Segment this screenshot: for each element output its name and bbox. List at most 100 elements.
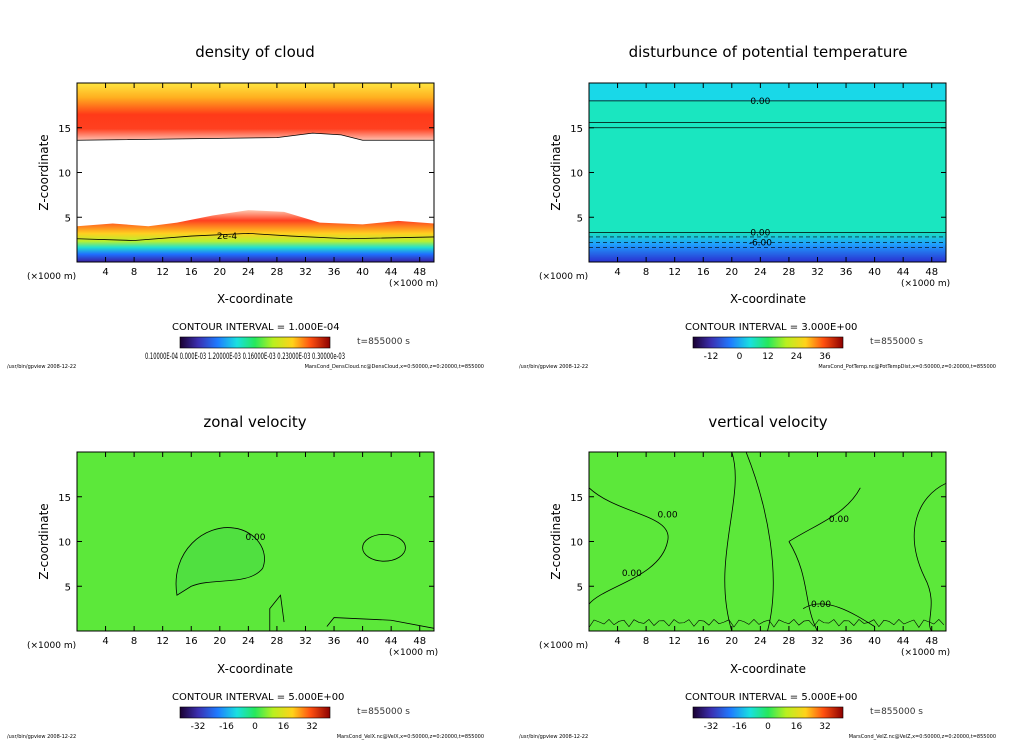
colorbar-tick-label: -16 [732, 722, 747, 732]
x-tick-label: 8 [643, 636, 649, 647]
field-background [589, 452, 946, 631]
contour-line [724, 451, 736, 632]
colorbar-tick-label: -32 [704, 722, 719, 732]
lower-cloud-band [77, 210, 434, 262]
contour-label: 0.00 [245, 533, 265, 543]
field-heatmap [588, 451, 947, 632]
colorbar-tick-label: -32 [191, 722, 206, 732]
x-tick-label: 48 [925, 636, 938, 647]
colorbar-tick-label: 0 [737, 352, 743, 362]
upper-layer [589, 83, 946, 101]
colorbar-tick-label: -16 [219, 722, 234, 732]
x-tick-label: 32 [811, 636, 824, 647]
colorbar-tick-label: 16 [278, 722, 290, 732]
y-tick-label: 5 [65, 582, 71, 593]
contour-label: 2e-4 [217, 232, 238, 242]
colorbar [179, 336, 331, 349]
x-unit-left: (×1000 m) [27, 272, 76, 282]
panel-2: disturbunce of potential temperature 0.00… [519, 43, 996, 370]
time-label: t=855000 s [357, 337, 410, 347]
footer-left: /usr/bin/gpview 2008-12-22 [519, 734, 588, 740]
x-tick-label: 48 [413, 636, 426, 647]
contour-line [588, 618, 945, 629]
colorbar-tick-label: 0.10000E-04 0.000E-03 1.20000E-03 0.1600… [145, 352, 345, 362]
y-tick-label: 5 [577, 213, 583, 224]
contour-line [326, 617, 435, 629]
x-tick-label: 28 [271, 636, 284, 647]
x-axis-label: X-coordinate [217, 292, 293, 306]
x-tick-label: 20 [213, 267, 226, 278]
x-tick-label: 44 [385, 267, 398, 278]
x-tick-label: 8 [131, 636, 137, 647]
x-tick-label: 4 [614, 636, 620, 647]
x-axis-label: X-coordinate [730, 292, 806, 306]
x-tick-label: 40 [868, 267, 881, 278]
x-axis-label: X-coordinate [730, 662, 806, 676]
contour-line [76, 132, 434, 141]
contour-line [913, 482, 947, 632]
contour-line [175, 527, 265, 596]
contour-interval-label: CONTOUR INTERVAL = 3.000E+00 [685, 322, 857, 333]
contour-label: -6.00 [749, 238, 773, 248]
x-tick-label: 40 [356, 267, 369, 278]
x-unit-right: (×1000 m) [901, 648, 950, 658]
field-heatmap [77, 452, 435, 631]
x-axis-label: X-coordinate [217, 662, 293, 676]
colorbar-tick-label: 0 [765, 722, 771, 732]
time-label: t=855000 s [870, 707, 923, 717]
contour-line [588, 487, 669, 605]
x-tick-label: 12 [156, 267, 169, 278]
contour-label: 0.00 [811, 600, 831, 610]
panel-title: zonal velocity [203, 413, 306, 431]
y-axis-label: Z-coordinate [37, 503, 51, 579]
x-tick-label: 4 [102, 267, 108, 278]
x-tick-label: 16 [697, 267, 710, 278]
x-tick-label: 44 [897, 267, 910, 278]
footer-left: /usr/bin/gpview 2008-12-22 [7, 734, 76, 740]
x-tick-label: 12 [156, 636, 169, 647]
x-tick-label: 48 [413, 267, 426, 278]
x-tick-label: 40 [356, 636, 369, 647]
x-tick-label: 36 [328, 267, 341, 278]
x-tick-label: 20 [213, 636, 226, 647]
x-tick-label: 16 [185, 267, 198, 278]
colorbar-tick-label: 32 [819, 722, 830, 732]
y-tick-label: 15 [58, 124, 71, 135]
contour-line [362, 533, 406, 562]
x-tick-label: 28 [783, 267, 796, 278]
contour-line [788, 487, 861, 542]
y-tick-label: 15 [58, 493, 71, 504]
y-tick-label: 15 [570, 493, 583, 504]
lower-layer [589, 232, 946, 262]
y-tick-label: 10 [58, 169, 71, 180]
y-axis-label: Z-coordinate [549, 134, 563, 210]
contour-line [745, 451, 774, 632]
panel-title: density of cloud [195, 43, 315, 61]
footer-right: MarsCond_DensCloud.nc@DensCloud,x=0:5000… [305, 364, 484, 370]
y-tick-label: 15 [570, 124, 583, 135]
contour-line [788, 541, 818, 632]
contour-label: 0.00 [750, 228, 770, 238]
upper-cloud-band [77, 83, 434, 141]
contour-interval-label: CONTOUR INTERVAL = 5.000E+00 [685, 692, 857, 703]
x-tick-label: 36 [840, 267, 853, 278]
x-tick-label: 36 [328, 636, 341, 647]
time-label: t=855000 s [357, 707, 410, 717]
x-tick-label: 4 [102, 636, 108, 647]
y-tick-label: 10 [570, 538, 583, 549]
colorbar [692, 706, 844, 719]
contour-line [76, 232, 435, 241]
field-heatmap [76, 83, 435, 262]
colorbar-tick-label: 36 [819, 352, 831, 362]
time-label: t=855000 s [870, 337, 923, 347]
x-tick-label: 12 [668, 636, 681, 647]
x-tick-label: 48 [925, 267, 938, 278]
contour-label: 0.00 [622, 569, 642, 579]
x-unit-right: (×1000 m) [389, 648, 438, 658]
footer-right: MarsCond_VelZ.nc@VelZ,x=0:50000,z=0:2000… [849, 734, 996, 740]
colorbar-tick-label: 16 [791, 722, 803, 732]
